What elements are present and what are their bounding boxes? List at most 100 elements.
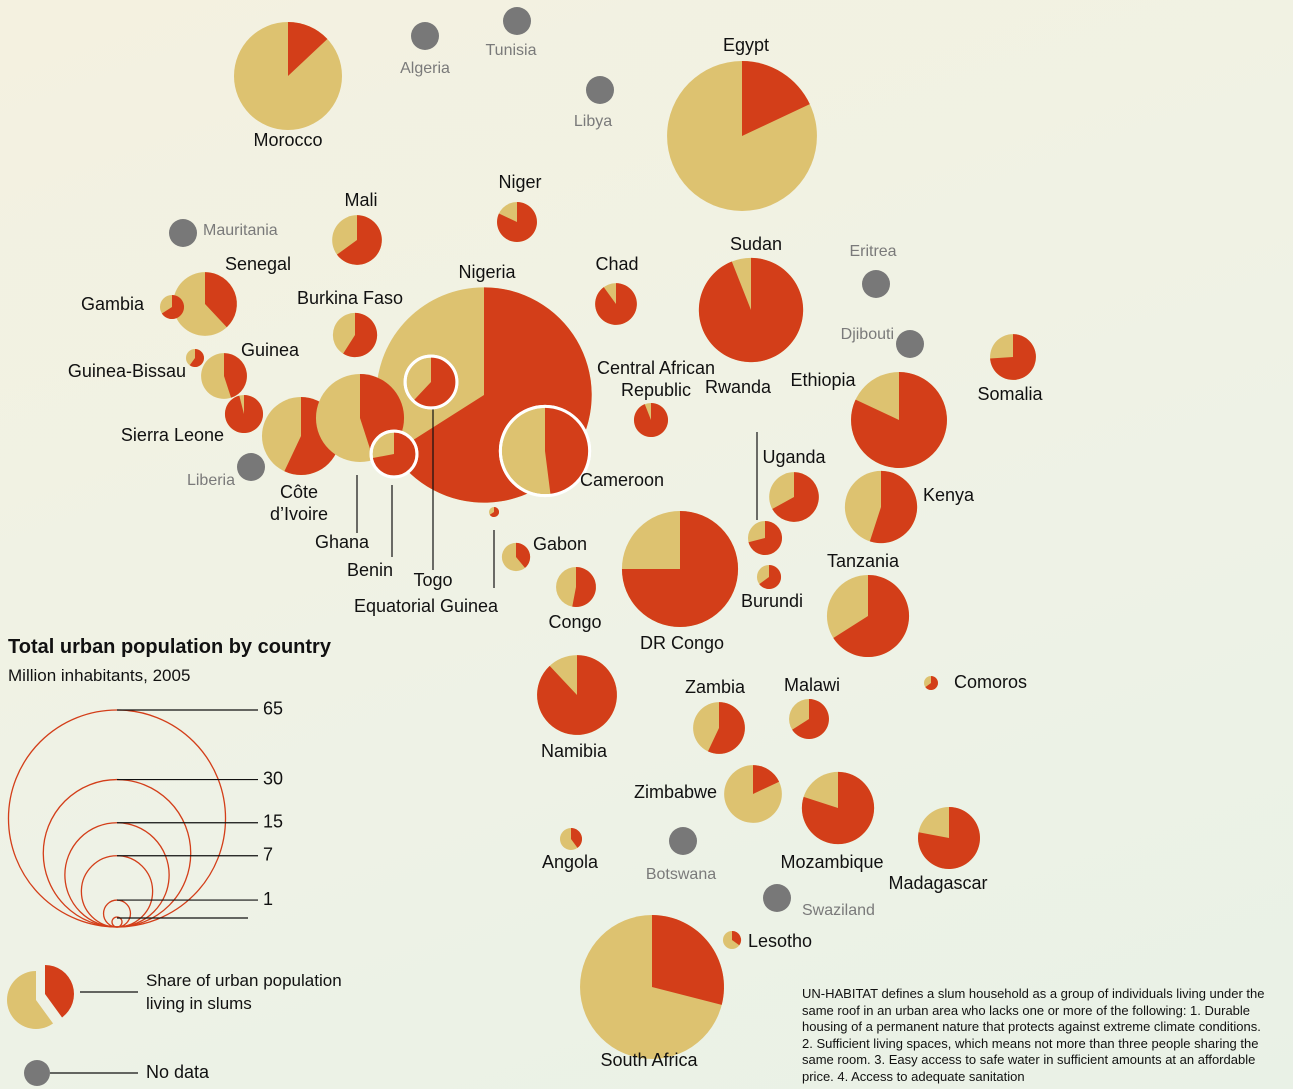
no-data-marker [169,219,197,247]
country-label: Liberia [187,472,235,489]
slum-share-wedge [371,431,417,477]
country-label: Somalia [977,384,1043,404]
slum-share-wedge [497,202,537,242]
bubble-outline [498,404,592,498]
country-label: Guinea [241,340,300,360]
country-label: Togo [413,570,452,590]
country-label: Rwanda [705,377,772,397]
country-label: Namibia [541,741,608,761]
slum-share-wedge [489,506,500,518]
slum-share-wedge [545,406,590,496]
country-label: Congo [548,612,601,632]
size-legend-circle [42,778,192,928]
size-legend-label: 15 [263,811,283,831]
size-legend-circle [102,899,132,928]
slum-share-wedge [595,283,637,325]
country-label: DR Congo [640,633,724,653]
country-label: Algeria [400,60,450,77]
country-label: Djibouti [841,326,894,343]
slum-share-wedge [918,807,980,869]
slum-share-wedge [413,356,457,408]
country-label: Sierra Leone [121,425,224,445]
country-label: Burundi [741,591,803,611]
country-label: Benin [347,560,393,580]
country-label: Mali [344,190,377,210]
country-label: Eritrea [849,243,896,260]
slum-share-wedge [732,930,742,946]
slum-share-wedge [925,676,938,690]
country-label: Chad [595,254,638,274]
country-label: South Africa [600,1050,698,1070]
country-label: Kenya [923,485,975,505]
country-label: Tanzania [827,551,900,571]
slum-share-wedge [990,334,1036,380]
no-data-marker [586,76,614,104]
bubble-outline [403,354,459,410]
slum-share-wedge [224,353,247,398]
country-label: Angola [542,852,599,872]
country-label: Equatorial Guinea [354,596,499,616]
country-label: Central African Republic [597,358,715,400]
country-label: Botswana [646,866,716,883]
size-legend-circle [64,822,170,928]
slum-share-wedge [698,257,804,363]
slum-share-wedge [748,520,783,556]
slum-share-wedge [652,915,724,1005]
slum-share-wedge [572,567,596,607]
chart-subtitle: Million inhabitants, 2005 [8,666,191,685]
slum-share-wedge [621,510,739,628]
slum-share-wedge [772,472,819,522]
country-label: Madagascar [888,873,987,893]
slum-share-wedge [633,402,669,438]
slum-share-wedge [224,394,264,434]
size-legend-circle [7,709,227,928]
size-legend-label: 1 [263,889,273,909]
no-data-marker [763,884,791,912]
slum-share-wedge [707,702,745,754]
slum-share-wedge [833,574,910,658]
slum-share-wedge [851,372,947,468]
no-data-marker [669,827,697,855]
country-label: Gabon [533,534,587,554]
slum-share-wedge [288,21,328,76]
country-label: Swaziland [802,902,875,919]
country-label: Libya [574,113,612,130]
no-data-marker [503,7,531,35]
country-label: Senegal [225,254,291,274]
country-label: Zambia [685,677,746,697]
country-label: Malawi [784,675,840,695]
size-legend-circle [80,855,154,928]
country-label: Comoros [954,672,1027,692]
country-label: Cameroon [580,470,664,490]
size-legend-label: 65 [263,699,283,719]
share-legend-wedge [45,965,74,1018]
slum-share-wedge [161,294,185,320]
country-label: Nigeria [458,262,516,282]
slum-share-wedge [742,61,810,136]
slum-share-wedge [343,312,378,358]
no-data-marker [862,270,890,298]
slum-share-wedge [869,470,918,544]
slum-share-wedge [336,215,382,265]
slum-share-wedge [537,655,617,735]
country-label: Ghana [315,532,370,552]
slum-share-wedge [516,542,531,568]
country-label: Mauritania [203,222,278,239]
no-data-marker [237,453,265,481]
country-label: Egypt [723,35,769,55]
no-data-legend-label: No data [146,1062,210,1082]
country-label: Ethiopia [790,370,856,390]
slum-share-wedge [759,564,782,590]
bubble-outline [369,429,419,479]
size-legend-label: 7 [263,845,273,865]
slum-share-wedge [792,699,829,739]
slum-share-wedge [205,272,237,328]
country-label: Sudan [730,234,782,254]
country-label: Niger [498,172,541,192]
share-legend-label: Share of urban population living in slum… [146,971,342,1013]
country-label: Zimbabwe [634,782,717,802]
no-data-marker [896,330,924,358]
country-label: Morocco [253,130,322,150]
